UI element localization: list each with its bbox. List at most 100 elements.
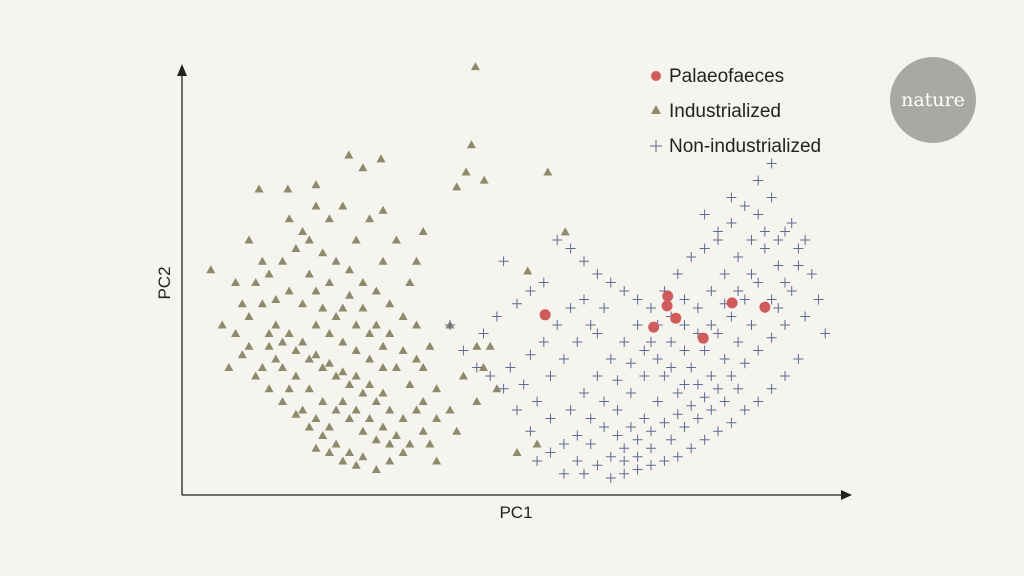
non-industrialized-point [739,201,750,211]
industrialized-point [412,320,421,329]
industrialized-point [365,329,375,337]
non-industrialized-point [699,243,710,254]
industrialized-point [338,367,348,376]
industrialized-point [432,414,442,422]
non-industrialized-point [713,383,723,394]
industrialized-point [264,269,274,278]
legend-label-industrialized: Industrialized [669,101,781,122]
non-industrialized-point [800,311,811,322]
industrialized-point [311,350,321,359]
non-industrialized-point [753,277,764,288]
non-industrialized-point [733,252,744,262]
non-industrialized-point [599,396,610,407]
non-industrialized-point [625,388,636,398]
industrialized-point [405,380,415,388]
industrialized-point [257,363,267,371]
non-industrialized-point [619,337,630,347]
non-industrialized-point [565,405,576,415]
industrialized-point [371,435,381,444]
industrialized-point [351,371,361,380]
industrialized-point [512,448,522,456]
industrialized-point [311,414,321,422]
industrialized-point [398,414,408,422]
non-industrialized-point [706,371,717,381]
non-industrialized-point [786,286,797,296]
industrialized-point [385,456,395,465]
non-industrialized-point [485,371,496,381]
non-industrialized-point [538,277,549,288]
industrialized-point [418,397,428,405]
nature-logo: nature [890,57,976,143]
industrialized-point [358,388,368,397]
non-industrialized-point [679,345,690,356]
industrialized-point [217,320,227,329]
industrialized-point [385,439,395,448]
non-industrialized-point [713,328,723,339]
industrialized-point [385,405,395,414]
non-industrialized-point [652,396,663,407]
industrialized-point [338,397,348,405]
non-industrialized-point [525,349,536,360]
industrialized-point [331,312,341,320]
non-industrialized-point [746,235,757,245]
non-industrialized-point [572,456,583,466]
non-industrialized-point [558,354,569,364]
palaeofaeces-point [662,290,674,302]
non-industrialized-point [572,430,583,441]
palaeofaeces-series [539,290,771,344]
industrialized-point [345,414,354,422]
industrialized-point [264,329,274,337]
non-industrialized-point [753,396,764,407]
industrialized-point [284,329,294,337]
non-industrialized-point [766,192,777,203]
industrialized-point [311,320,321,329]
non-industrialized-point [780,226,790,237]
palaeofaeces-point [648,321,660,333]
non-industrialized-point [525,426,536,437]
industrialized-point [338,303,348,312]
industrialized-point [398,312,408,320]
non-industrialized-point [592,269,603,279]
non-industrialized-point [518,379,529,390]
industrialized-point [271,295,281,303]
industrialized-point [378,256,388,265]
non-industrialized-point [699,345,710,356]
non-industrialized-point [565,303,576,313]
industrialized-point [318,363,328,371]
non-industrialized-point [652,354,663,364]
non-industrialized-point [545,371,556,381]
non-industrialized-point [766,294,777,305]
non-industrialized-point [692,379,703,390]
non-industrialized-point [692,303,703,313]
non-industrialized-point [458,345,469,356]
x-axis-label: PC1 [499,503,532,522]
non-industrialized-point [780,320,790,330]
non-industrialized-point [780,371,790,381]
non-industrialized-point [592,328,603,339]
industrialized-point [311,180,321,189]
non-industrialized-point [646,460,656,471]
non-industrialized-point [605,277,616,288]
industrialized-point [358,426,368,435]
industrialized-point [398,448,408,456]
industrialized-point [479,175,489,184]
industrialized-point [224,363,234,371]
non-industrialized-point [739,294,750,305]
industrialized-point [532,439,542,448]
non-industrialized-point [599,303,610,313]
non-industrialized-point [659,371,670,381]
industrialized-point [543,167,553,176]
industrialized-point [291,244,301,252]
industrialized-point [324,422,334,431]
non-industrialized-point [545,413,556,424]
industrialized-point [398,346,408,354]
industrialized-point [311,443,321,452]
y-axis-label: PC2 [155,266,174,299]
x-axis-arrow-icon [841,490,852,500]
non-industrialized-point [666,337,677,347]
industrialized-point [345,380,354,388]
legend-plus-icon [650,140,662,152]
industrialized-point [298,227,308,235]
non-industrialized-point [800,235,811,245]
non-industrialized-point [766,158,777,169]
